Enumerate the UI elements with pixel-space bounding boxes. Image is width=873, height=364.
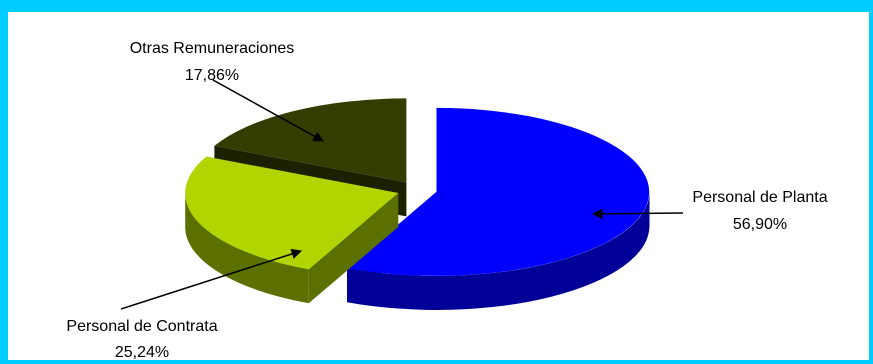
leader-line-planta — [591, 208, 684, 220]
leader-line-contrata — [120, 248, 302, 310]
slice-top-otras-remuneraciones — [214, 98, 407, 183]
pie-slices — [185, 98, 650, 310]
label-personal-de-planta: Personal de Planta — [692, 189, 827, 206]
callout-personal-de-contrata: Personal de Contrata 25,24% — [66, 248, 302, 361]
slice-personal-de-planta — [347, 107, 650, 310]
value-personal-de-contrata: 25,24% — [115, 344, 169, 361]
value-otras-remuneraciones: 17,86% — [185, 67, 239, 84]
value-personal-de-planta: 56,90% — [733, 216, 787, 233]
leader-line-otras — [212, 79, 324, 142]
slice-personal-de-contrata — [185, 156, 399, 304]
slice-top-personal-de-contrata — [185, 156, 399, 270]
slice-side-personal-de-contrata — [185, 193, 309, 304]
slice-top-personal-de-planta — [347, 107, 650, 276]
callout-otras-remuneraciones: Otras Remuneraciones 17,86% — [130, 40, 324, 142]
callout-personal-de-planta: Personal de Planta 56,90% — [591, 189, 828, 233]
label-personal-de-contrata: Personal de Contrata — [66, 318, 217, 335]
slice-side-personal-de-planta — [347, 191, 650, 310]
label-otras-remuneraciones: Otras Remuneraciones — [130, 40, 295, 57]
